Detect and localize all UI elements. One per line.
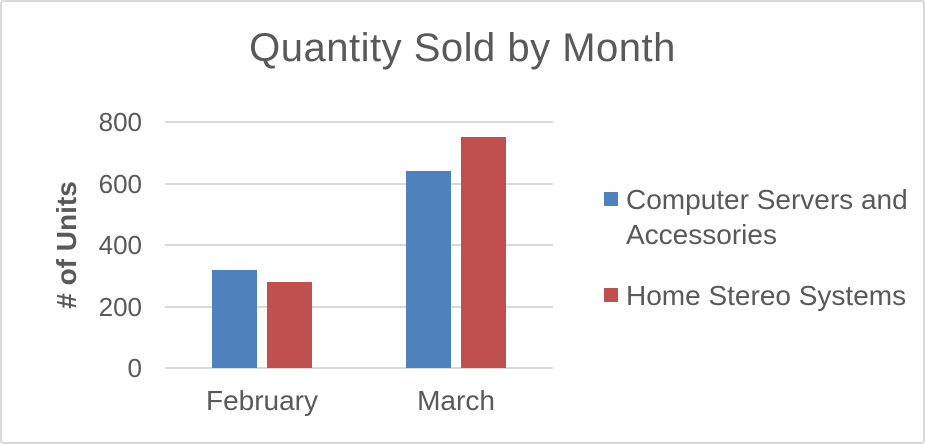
- bar-march-series-2: [461, 137, 506, 368]
- legend-label: Computer Servers and Accessories: [626, 184, 908, 250]
- gridline-600: [165, 182, 553, 185]
- y-tick-label-200: 200: [98, 291, 142, 322]
- legend-swatch-icon: [604, 288, 618, 302]
- y-tick-label-800: 800: [98, 107, 142, 137]
- x-label-february: February: [205, 385, 319, 416]
- y-tick-label-400: 400: [98, 230, 142, 260]
- bar-february-series-1: [212, 270, 257, 368]
- legend-label: Home Stereo Systems: [626, 280, 907, 311]
- legend-item-1: Computer Servers and Accessories: [604, 182, 914, 252]
- gridline-800: [165, 121, 553, 123]
- chart-title: Quantity Sold by Month: [249, 26, 676, 70]
- bar-february-series-2: [267, 282, 312, 368]
- gridline-0: [165, 367, 553, 369]
- gridline-400: [165, 244, 553, 246]
- y-tick-label-0: 0: [127, 353, 142, 383]
- plot-area: [165, 121, 553, 369]
- y-tick-label-600: 600: [98, 168, 142, 199]
- legend: Computer Servers and Accessories Home Ste…: [604, 182, 914, 339]
- x-label-march: March: [417, 385, 495, 416]
- legend-swatch-icon: [604, 192, 618, 206]
- bar-march-series-1: [406, 171, 451, 368]
- gridline-200: [165, 305, 553, 308]
- legend-item-2: Home Stereo Systems: [604, 278, 914, 313]
